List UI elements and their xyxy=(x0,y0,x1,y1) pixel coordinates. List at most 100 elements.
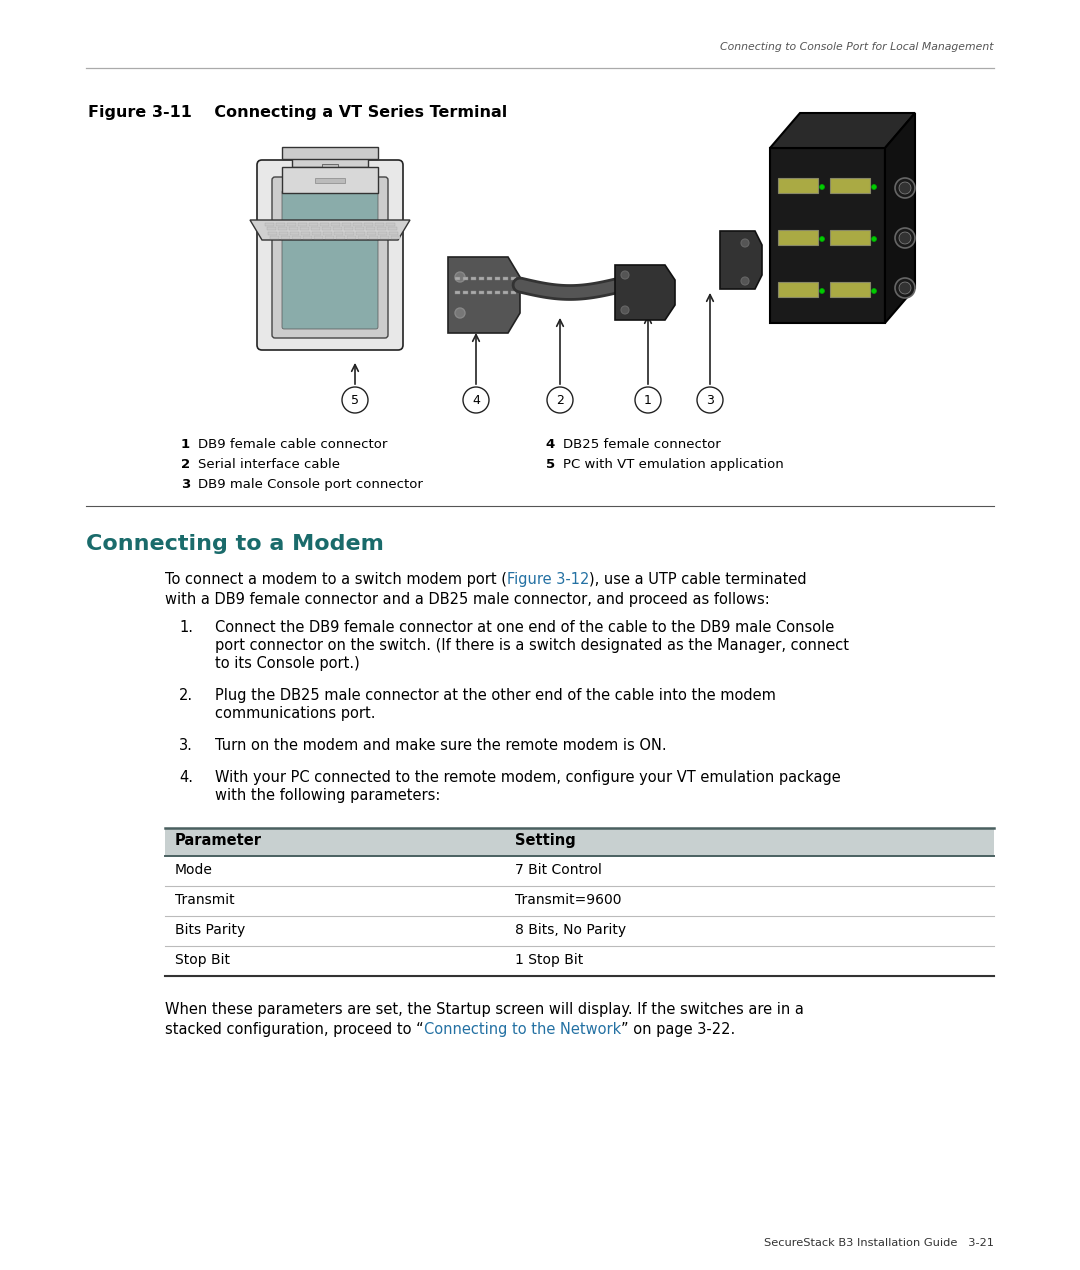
Bar xyxy=(342,222,351,226)
Bar xyxy=(267,227,275,230)
Text: Bits Parity: Bits Parity xyxy=(175,923,245,937)
Bar xyxy=(495,291,500,293)
Bar xyxy=(388,227,396,230)
Bar xyxy=(831,178,870,193)
Text: Parameter: Parameter xyxy=(175,833,262,848)
Bar xyxy=(268,231,276,235)
Text: 8 Bits, No Parity: 8 Bits, No Parity xyxy=(515,923,626,937)
Text: 3: 3 xyxy=(180,478,190,491)
Text: Plug the DB25 male connector at the other end of the cable into the modem: Plug the DB25 male connector at the othe… xyxy=(215,688,775,704)
Bar xyxy=(302,236,311,239)
Bar xyxy=(480,291,484,293)
Bar xyxy=(282,166,378,193)
Bar xyxy=(313,236,323,239)
Circle shape xyxy=(546,387,573,413)
Text: 2.: 2. xyxy=(179,688,193,704)
Bar xyxy=(487,277,492,279)
Text: with a DB9 female connector and a DB25 male connector, and proceed as follows:: with a DB9 female connector and a DB25 m… xyxy=(165,592,770,607)
Text: Figure 3-11    Connecting a VT Series Terminal: Figure 3-11 Connecting a VT Series Termi… xyxy=(87,105,508,119)
Bar xyxy=(495,277,500,279)
Bar xyxy=(324,236,334,239)
Bar xyxy=(278,227,286,230)
Bar xyxy=(323,231,332,235)
Bar xyxy=(354,227,364,230)
Bar xyxy=(282,147,378,159)
Text: Setting: Setting xyxy=(515,833,576,848)
Bar xyxy=(353,222,362,226)
Text: When these parameters are set, the Startup screen will display. If the switches : When these parameters are set, the Start… xyxy=(165,1002,804,1017)
Bar xyxy=(301,231,310,235)
Bar xyxy=(471,291,476,293)
Bar xyxy=(265,222,274,226)
Bar xyxy=(312,231,321,235)
Bar xyxy=(309,222,318,226)
Circle shape xyxy=(621,306,629,314)
Bar xyxy=(511,277,516,279)
Bar xyxy=(503,277,508,279)
Circle shape xyxy=(872,236,877,241)
Bar xyxy=(330,222,340,226)
Text: Transmit: Transmit xyxy=(175,893,234,907)
Text: Turn on the modem and make sure the remote modem is ON.: Turn on the modem and make sure the remo… xyxy=(215,738,666,753)
Bar xyxy=(471,277,476,279)
Text: Transmit=9600: Transmit=9600 xyxy=(515,893,621,907)
Bar xyxy=(165,886,994,916)
Text: ” on page 3-22.: ” on page 3-22. xyxy=(621,1022,735,1038)
Bar xyxy=(165,916,994,946)
Bar xyxy=(367,231,376,235)
Text: with the following parameters:: with the following parameters: xyxy=(215,787,441,803)
Circle shape xyxy=(342,387,368,413)
Bar xyxy=(778,230,818,245)
Bar xyxy=(368,236,378,239)
Text: To connect a modem to a switch modem port (: To connect a modem to a switch modem por… xyxy=(165,572,507,587)
FancyBboxPatch shape xyxy=(282,190,378,329)
Text: DB25 female connector: DB25 female connector xyxy=(563,438,720,451)
Circle shape xyxy=(895,229,915,248)
Bar xyxy=(345,231,354,235)
Text: SecureStack B3 Installation Guide   3-21: SecureStack B3 Installation Guide 3-21 xyxy=(764,1238,994,1248)
Text: PC with VT emulation application: PC with VT emulation application xyxy=(563,458,784,471)
Bar xyxy=(299,227,309,230)
Bar xyxy=(336,236,345,239)
Bar xyxy=(292,236,300,239)
Bar xyxy=(831,230,870,245)
Bar xyxy=(386,222,395,226)
Circle shape xyxy=(820,288,824,293)
Bar xyxy=(343,227,352,230)
Text: DB9 male Console port connector: DB9 male Console port connector xyxy=(198,478,423,491)
Circle shape xyxy=(872,184,877,189)
Text: 1: 1 xyxy=(180,438,190,451)
Text: 2: 2 xyxy=(180,458,190,471)
Circle shape xyxy=(741,277,750,284)
Circle shape xyxy=(820,184,824,189)
Bar xyxy=(455,291,460,293)
Bar xyxy=(347,236,355,239)
Polygon shape xyxy=(615,265,675,320)
Bar xyxy=(503,291,508,293)
Text: Connecting to Console Port for Local Management: Connecting to Console Port for Local Man… xyxy=(720,42,994,52)
Bar xyxy=(311,227,320,230)
Circle shape xyxy=(697,387,723,413)
Text: 1: 1 xyxy=(644,394,652,406)
Bar xyxy=(287,222,296,226)
Bar xyxy=(291,231,299,235)
Bar xyxy=(165,856,994,886)
Bar xyxy=(320,222,329,226)
Bar xyxy=(281,236,289,239)
Circle shape xyxy=(899,232,912,244)
Text: 4: 4 xyxy=(545,438,555,451)
Circle shape xyxy=(741,239,750,246)
Circle shape xyxy=(899,182,912,194)
Bar xyxy=(292,152,368,166)
Bar xyxy=(322,227,330,230)
Text: Connecting to the Network: Connecting to the Network xyxy=(423,1022,621,1038)
Bar xyxy=(831,282,870,297)
Polygon shape xyxy=(249,220,410,240)
Bar xyxy=(455,277,460,279)
Circle shape xyxy=(455,272,465,282)
Polygon shape xyxy=(448,257,519,333)
Text: DB9 female cable connector: DB9 female cable connector xyxy=(198,438,388,451)
Bar xyxy=(480,277,484,279)
Polygon shape xyxy=(770,113,915,149)
Text: 3: 3 xyxy=(706,394,714,406)
